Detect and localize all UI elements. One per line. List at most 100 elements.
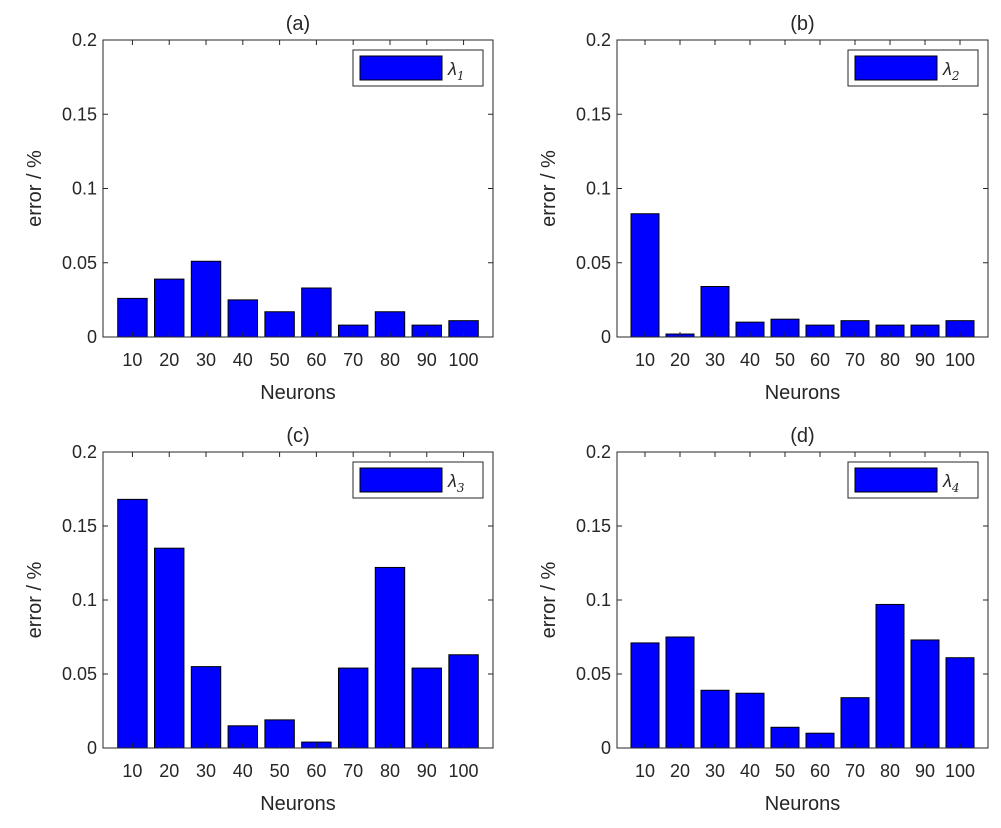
x-tick-label: 40 [740, 761, 760, 781]
y-tick-label: 0.1 [72, 179, 97, 199]
y-tick-label: 0 [87, 327, 97, 347]
x-tick-label: 30 [705, 350, 725, 370]
panel-title: (a) [286, 13, 310, 35]
y-tick-label: 0 [601, 738, 611, 758]
y-tick-label: 0.15 [576, 104, 611, 124]
chart-panel-c: 0 0.05 0.1 0.15 0.2 10 20 30 40 50 60 70 80 90 100 (c) N… [24, 425, 494, 815]
x-tick-label: 50 [270, 761, 290, 781]
plot-area [617, 40, 988, 337]
bar-90 [910, 639, 940, 749]
y-tick-label: 0.15 [62, 104, 97, 124]
x-tick-label: 40 [233, 350, 253, 370]
bar-80 [374, 566, 406, 749]
x-tick-label: 30 [196, 350, 216, 370]
x-tick-label: 90 [417, 350, 437, 370]
x-tick-label: 20 [159, 761, 179, 781]
bar-30 [700, 286, 730, 338]
x-tick-label: 40 [740, 350, 760, 370]
bar-10 [117, 297, 148, 338]
x-tick-label: 20 [670, 350, 690, 370]
bar-20 [154, 547, 185, 749]
y-axis-title: error / % [538, 150, 560, 227]
bar-30 [190, 260, 222, 338]
x-tick-label: 50 [775, 350, 795, 370]
y-tick-label: 0.05 [576, 664, 611, 684]
x-tick-label: 90 [417, 761, 437, 781]
bar-10 [630, 213, 660, 338]
y-tick-label: 0.05 [62, 253, 97, 273]
x-tick-label: 10 [122, 761, 142, 781]
y-tick-label: 0.1 [72, 590, 97, 610]
x-tick-label: 100 [449, 761, 479, 781]
panel-title: (d) [790, 425, 814, 447]
x-tick-label: 80 [380, 350, 400, 370]
x-tick-label: 100 [945, 350, 975, 370]
legend: λ3 [352, 461, 484, 499]
bar-100 [448, 654, 479, 749]
x-tick-label: 20 [670, 761, 690, 781]
chart-panel-d: 0 0.05 0.1 0.15 0.2 10 20 30 40 50 60 70 80 90 100 (d) N… [538, 425, 989, 815]
bar-10 [630, 642, 660, 749]
bar-30 [190, 666, 222, 749]
y-tick-label: 0 [87, 738, 97, 758]
y-tick-label: 0.05 [62, 664, 97, 684]
x-tick-label: 70 [845, 350, 865, 370]
bar-90 [411, 667, 442, 749]
x-tick-label: 60 [810, 350, 830, 370]
x-tick-label: 60 [810, 761, 830, 781]
y-axis-title: error / % [24, 150, 46, 227]
x-tick-label: 50 [270, 350, 290, 370]
y-tick-label: 0.2 [72, 30, 97, 50]
x-tick-label: 50 [775, 761, 795, 781]
x-tick-label: 100 [945, 761, 975, 781]
legend: λ4 [847, 461, 979, 499]
legend-swatch [359, 55, 443, 81]
legend-swatch [854, 467, 938, 493]
x-axis-title: Neurons [260, 793, 336, 815]
x-tick-label: 70 [343, 761, 363, 781]
legend-label-subscript: 1 [457, 69, 465, 83]
x-axis-title: Neurons [765, 793, 841, 815]
bar-100 [945, 657, 975, 749]
bar-80 [875, 603, 905, 749]
x-tick-label: 10 [635, 761, 655, 781]
y-tick-label: 0 [601, 327, 611, 347]
x-tick-label: 60 [306, 761, 326, 781]
bar-40 [227, 299, 259, 338]
y-tick-label: 0.2 [72, 442, 97, 462]
y-tick-label: 0.2 [586, 30, 611, 50]
panel-title: (b) [790, 13, 814, 35]
legend: λ2 [847, 49, 979, 87]
legend-label-subscript: 4 [951, 481, 960, 495]
x-tick-label: 90 [915, 761, 935, 781]
y-tick-label: 0.15 [576, 516, 611, 536]
x-tick-label: 70 [343, 350, 363, 370]
x-tick-label: 10 [122, 350, 142, 370]
bar-60 [301, 287, 332, 338]
x-tick-label: 10 [635, 350, 655, 370]
x-tick-label: 20 [159, 350, 179, 370]
panel-title: (c) [286, 425, 309, 447]
x-tick-label: 60 [306, 350, 326, 370]
y-axis-title: error / % [538, 561, 560, 638]
y-tick-label: 0.15 [62, 516, 97, 536]
y-tick-label: 0.1 [586, 590, 611, 610]
x-axis-title: Neurons [260, 382, 336, 404]
bar-70 [840, 697, 870, 749]
x-tick-label: 80 [880, 350, 900, 370]
y-tick-label: 0.1 [586, 179, 611, 199]
x-tick-label: 80 [380, 761, 400, 781]
chart-panel-a: 0 0.05 0.1 0.15 0.2 10 20 30 40 50 60 70 80 90 100 (a) N… [24, 13, 494, 404]
legend-label-subscript: 2 [951, 69, 960, 83]
x-tick-label: 70 [845, 761, 865, 781]
chart-panel-b: 0 0.05 0.1 0.15 0.2 10 20 30 40 50 60 70 80 90 100 (b) N… [538, 13, 989, 404]
x-tick-label: 80 [880, 761, 900, 781]
bar-70 [337, 667, 369, 749]
y-tick-label: 0.2 [586, 442, 611, 462]
legend-label-subscript: 3 [457, 481, 465, 495]
y-axis-title: error / % [24, 561, 46, 638]
x-tick-label: 30 [196, 761, 216, 781]
bar-30 [700, 689, 730, 749]
legend-swatch [359, 467, 443, 493]
